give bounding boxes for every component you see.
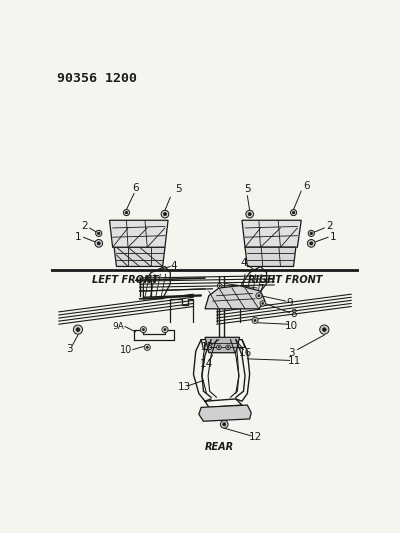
Circle shape [226, 345, 230, 350]
Circle shape [162, 327, 168, 333]
Text: 15: 15 [201, 342, 214, 352]
Circle shape [142, 328, 144, 330]
Circle shape [97, 242, 100, 245]
Circle shape [218, 346, 220, 348]
Text: REAR: REAR [204, 441, 234, 451]
Text: 6: 6 [303, 181, 310, 191]
Circle shape [320, 325, 329, 334]
Circle shape [96, 230, 102, 237]
Text: 5: 5 [244, 184, 251, 195]
Polygon shape [199, 405, 251, 421]
Circle shape [290, 209, 297, 216]
Circle shape [246, 210, 254, 218]
Circle shape [164, 213, 166, 216]
Circle shape [310, 242, 313, 245]
Text: 12: 12 [249, 432, 262, 442]
Text: 11: 11 [288, 356, 301, 366]
Circle shape [98, 232, 100, 235]
Text: 90356 1200: 90356 1200 [57, 72, 137, 85]
Text: 16: 16 [239, 348, 252, 358]
Polygon shape [110, 220, 168, 247]
Polygon shape [245, 247, 296, 266]
Circle shape [140, 327, 146, 333]
Text: 10: 10 [120, 345, 132, 354]
Text: 3: 3 [66, 344, 73, 354]
Circle shape [260, 301, 266, 306]
Text: 6: 6 [132, 183, 139, 193]
Circle shape [125, 212, 128, 214]
Text: 3: 3 [288, 348, 294, 358]
Circle shape [144, 344, 150, 350]
Circle shape [254, 319, 256, 321]
Polygon shape [205, 286, 265, 309]
Circle shape [262, 303, 264, 304]
Circle shape [248, 213, 251, 216]
Circle shape [164, 328, 166, 330]
Polygon shape [114, 247, 165, 266]
Polygon shape [242, 220, 301, 247]
Text: 2: 2 [326, 221, 333, 231]
Text: 4: 4 [240, 257, 247, 268]
Circle shape [310, 232, 312, 235]
Circle shape [95, 239, 102, 247]
Circle shape [76, 328, 80, 332]
Circle shape [223, 423, 226, 426]
Text: 14: 14 [200, 359, 213, 369]
Text: 9A: 9A [112, 322, 124, 331]
Circle shape [227, 346, 229, 348]
Circle shape [292, 212, 295, 214]
Circle shape [161, 210, 169, 218]
Circle shape [146, 346, 148, 349]
Text: 2: 2 [81, 221, 88, 231]
Circle shape [220, 421, 228, 428]
Circle shape [73, 325, 82, 334]
Text: 10: 10 [285, 321, 298, 331]
Circle shape [123, 209, 130, 216]
Text: 1: 1 [330, 232, 337, 242]
Text: 1: 1 [75, 232, 81, 242]
Circle shape [256, 293, 262, 299]
Circle shape [322, 328, 326, 332]
Circle shape [258, 295, 260, 297]
Text: LEFT FRONT: LEFT FRONT [92, 275, 158, 285]
Text: 5: 5 [175, 184, 181, 195]
Circle shape [216, 345, 221, 350]
Circle shape [217, 284, 222, 288]
Text: 7: 7 [257, 284, 264, 294]
Text: 9: 9 [286, 297, 293, 308]
Text: 13: 13 [178, 382, 191, 392]
Polygon shape [205, 337, 240, 353]
Circle shape [308, 239, 315, 247]
Circle shape [308, 230, 314, 237]
Circle shape [219, 285, 220, 287]
Text: RIGHT FRONT: RIGHT FRONT [248, 275, 322, 285]
Text: 4: 4 [171, 262, 178, 271]
Text: 8: 8 [290, 309, 297, 319]
Circle shape [252, 317, 258, 324]
